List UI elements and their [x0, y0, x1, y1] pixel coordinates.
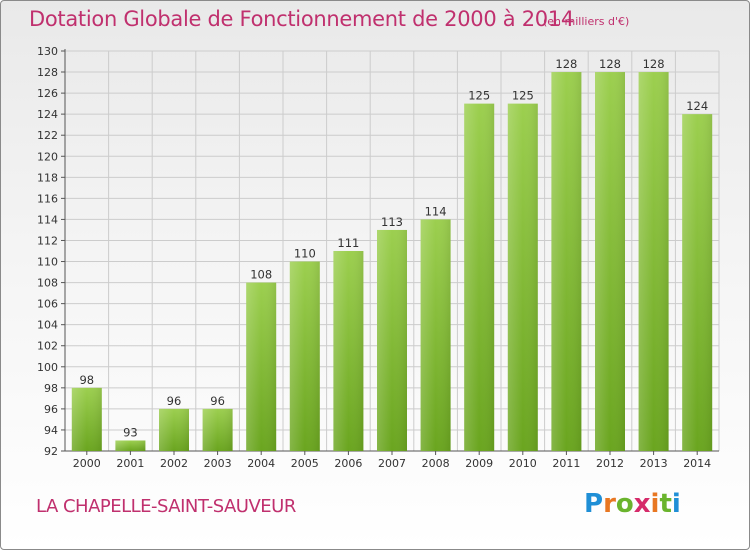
value-labels: 98 93 96 96 108 110 111 113 114 125 125 128 128 128 12… — [79, 57, 708, 439]
x-tick-label-2011: 2011 — [552, 457, 580, 470]
x-tick-label-2012: 2012 — [596, 457, 624, 470]
y-tick-label: 124 — [37, 108, 58, 121]
y-tick-label: 122 — [37, 129, 58, 142]
x-tick-label-2006: 2006 — [334, 457, 362, 470]
bar-shade-2013 — [638, 72, 669, 451]
bar-shade-2004 — [246, 282, 277, 451]
y-tick-label: 120 — [37, 150, 58, 163]
bar-shade-2008 — [420, 219, 451, 451]
y-tick-label: 102 — [37, 340, 58, 353]
x-tick-label-2014: 2014 — [683, 457, 711, 470]
value-label-2010: 125 — [512, 89, 534, 103]
x-tick-label-2005: 2005 — [291, 457, 319, 470]
bar-shade-2002 — [159, 408, 189, 451]
chart-subtitle: (en milliers d'€) — [543, 15, 630, 28]
x-tick-label-2004: 2004 — [247, 457, 275, 470]
y-tick-label: 112 — [37, 234, 58, 247]
bar-shade-2011 — [551, 72, 582, 451]
y-tick-label: 96 — [44, 403, 58, 416]
value-label-2007: 113 — [381, 215, 403, 229]
y-tick-label: 128 — [37, 66, 58, 79]
x-tick-label-2009: 2009 — [465, 457, 493, 470]
chart-title: Dotation Globale de Fonctionnement de 20… — [29, 7, 574, 31]
x-tick-label-2000: 2000 — [73, 457, 101, 470]
x-tick-label-2007: 2007 — [378, 457, 406, 470]
bar-shade-2012 — [595, 72, 625, 451]
y-tick-label: 110 — [37, 256, 58, 269]
value-label-2009: 125 — [468, 89, 490, 103]
y-tick-label: 130 — [37, 45, 58, 58]
y-tick-label: 100 — [37, 361, 58, 374]
x-tick-label-2008: 2008 — [422, 457, 450, 470]
y-tick-label: 126 — [37, 87, 58, 100]
bar-shade-2014 — [682, 114, 713, 451]
x-tick-label-2001: 2001 — [116, 457, 144, 470]
bar-shade-2006 — [333, 251, 364, 451]
value-label-2001: 93 — [123, 425, 138, 439]
value-label-2000: 98 — [79, 373, 94, 387]
proxiti-logo: Proxiti — [584, 489, 681, 519]
value-label-2002: 96 — [167, 394, 182, 408]
y-tick-label: 114 — [37, 213, 58, 226]
bar-shade-2009 — [464, 103, 495, 451]
bar-shade-2007 — [377, 229, 407, 451]
bar-shade-2005 — [289, 261, 320, 451]
bars — [71, 72, 713, 451]
value-label-2014: 124 — [686, 99, 708, 113]
value-label-2013: 128 — [643, 57, 665, 71]
bar-shade-2000 — [71, 387, 102, 451]
value-label-2004: 108 — [250, 268, 272, 282]
y-tick-label: 92 — [44, 445, 58, 458]
bar-shade-2003 — [202, 408, 233, 451]
tick-labels: 92 94 96 98 100 102 104 106 108 110 112 114 116 118 12… — [37, 45, 711, 470]
y-tick-label: 116 — [37, 192, 58, 205]
value-label-2012: 128 — [599, 57, 621, 71]
x-tick-label-2013: 2013 — [640, 457, 668, 470]
y-tick-label: 94 — [44, 424, 58, 437]
commune-name: LA CHAPELLE-SAINT-SAUVEUR — [36, 496, 296, 517]
x-tick-label-2003: 2003 — [204, 457, 232, 470]
x-tick-label-2010: 2010 — [509, 457, 537, 470]
value-label-2011: 128 — [555, 57, 577, 71]
y-tick-label: 106 — [37, 298, 58, 311]
y-tick-label: 104 — [37, 319, 58, 332]
x-tick-label-2002: 2002 — [160, 457, 188, 470]
y-tick-label: 98 — [44, 382, 58, 395]
value-label-2003: 96 — [210, 394, 225, 408]
bar-shade-2010 — [507, 103, 538, 451]
y-tick-label: 108 — [37, 277, 58, 290]
y-tick-label: 118 — [37, 171, 58, 184]
bar-shade-2001 — [115, 440, 146, 451]
value-label-2005: 110 — [294, 247, 316, 261]
value-label-2008: 114 — [425, 204, 447, 218]
value-label-2006: 111 — [337, 236, 359, 250]
